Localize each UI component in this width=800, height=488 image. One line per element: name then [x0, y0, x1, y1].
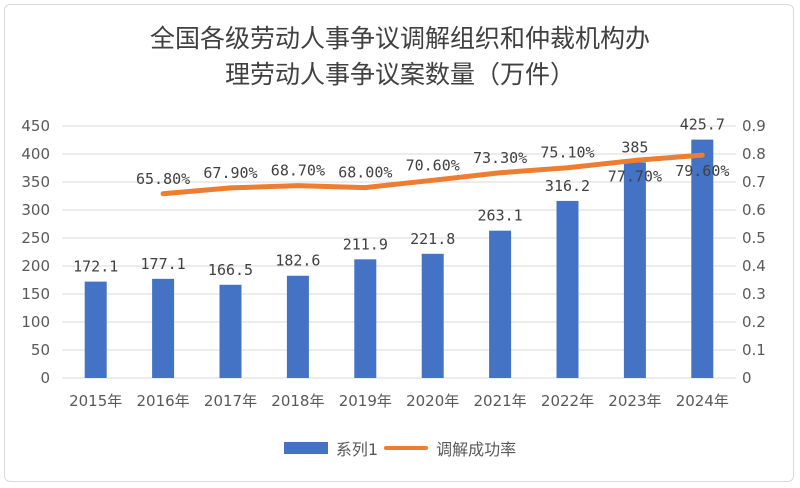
line-data-label: 77.70%: [608, 167, 662, 185]
bar: [421, 253, 444, 378]
x-tick-label: 2021年: [474, 392, 527, 410]
x-tick-label: 2019年: [339, 392, 392, 410]
bar-data-label: 177.1: [141, 255, 186, 273]
bar: [84, 281, 107, 378]
line-data-label: 67.90%: [203, 164, 257, 182]
bar: [286, 275, 309, 378]
bar: [152, 278, 175, 378]
y-left-tick-label: 100: [21, 313, 50, 331]
line-data-label: 70.60%: [406, 156, 460, 174]
y-left-tick-label: 250: [21, 229, 50, 247]
x-tick-label: 2020年: [406, 392, 459, 410]
x-tick-label: 2024年: [676, 392, 729, 410]
y-left-tick-label: 350: [21, 173, 50, 191]
bar: [489, 230, 512, 378]
x-tick-label: 2016年: [137, 392, 190, 410]
y-left-tick-label: 50: [31, 341, 50, 359]
y-left-tick-label: 400: [21, 145, 50, 163]
bar-data-label: 425.7: [680, 116, 725, 134]
y-right-tick-label: 0.9: [742, 117, 766, 135]
y-left-tick-label: 450: [21, 117, 50, 135]
bar-data-label: 172.1: [73, 258, 118, 276]
legend: 系列1 调解成功率: [0, 436, 800, 460]
y-left-tick-label: 200: [21, 257, 50, 275]
line-data-label: 79.60%: [675, 162, 729, 180]
y-right-tick-label: 0.4: [742, 257, 766, 275]
y-right-tick-label: 0.7: [742, 173, 766, 191]
bar: [219, 284, 242, 378]
chart-title-line-1: 全国各级劳动人事争议调解组织和仲裁机构办: [149, 24, 650, 53]
x-tick-label: 2022年: [541, 392, 594, 410]
bar-data-label: 385: [621, 138, 648, 156]
y-right-tick-label: 0.1: [742, 341, 766, 359]
y-left-tick-label: 300: [21, 201, 50, 219]
legend-bar-swatch: [283, 442, 328, 454]
line-data-label: 65.80%: [136, 170, 190, 188]
legend-bar-label: 系列1: [335, 440, 379, 459]
bar: [623, 162, 646, 378]
line-data-label: 75.10%: [540, 144, 594, 162]
line-data-label: 73.30%: [473, 149, 527, 167]
bar: [691, 139, 714, 378]
x-tick-label: 2023年: [608, 392, 661, 410]
y-right-tick-label: 0.3: [742, 285, 766, 303]
chart-frame: [4, 4, 794, 482]
y-left-tick-label: 0: [40, 369, 50, 387]
bar-data-label: 263.1: [478, 207, 523, 225]
bar-data-label: 211.9: [343, 235, 388, 253]
y-right-tick-label: 0: [742, 369, 752, 387]
x-tick-label: 2017年: [204, 392, 257, 410]
line-series: [160, 152, 705, 197]
x-tick-label: 2015年: [69, 392, 122, 410]
y-right-tick-label: 0.6: [742, 201, 766, 219]
legend-line-swatch: [384, 446, 429, 450]
x-tick-label: 2018年: [271, 392, 324, 410]
line-data-label: 68.00%: [338, 164, 392, 182]
bar-data-label: 182.6: [275, 252, 320, 270]
chart-title-line-2: 理劳动人事争议案数量（万件）: [224, 60, 575, 89]
y-right-tick-label: 0.8: [742, 145, 766, 163]
bar-data-label: 221.8: [410, 230, 455, 248]
bar-data-label: 166.5: [208, 261, 253, 279]
line-data-label: 68.70%: [271, 162, 325, 180]
bar-data-label: 316.2: [545, 177, 590, 195]
y-right-tick-label: 0.5: [742, 229, 766, 247]
bar: [354, 259, 377, 378]
legend-line-label: 调解成功率: [436, 440, 517, 459]
y-right-tick-label: 0.2: [742, 313, 766, 331]
y-left-tick-label: 150: [21, 285, 50, 303]
bar: [556, 200, 579, 378]
